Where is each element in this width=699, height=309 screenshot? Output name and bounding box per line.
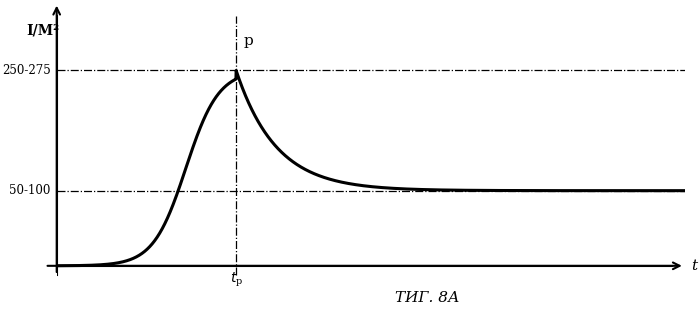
Text: ΤИГ. 8А: ΤИГ. 8А [395, 291, 460, 305]
Text: t: t [691, 259, 697, 273]
Text: $t_\mathregular{р}$: $t_\mathregular{р}$ [229, 270, 243, 289]
Text: 250-275: 250-275 [2, 64, 51, 77]
Text: p: p [243, 34, 253, 48]
Text: 50-100: 50-100 [9, 184, 51, 197]
Text: I/М²: I/М² [27, 24, 60, 38]
